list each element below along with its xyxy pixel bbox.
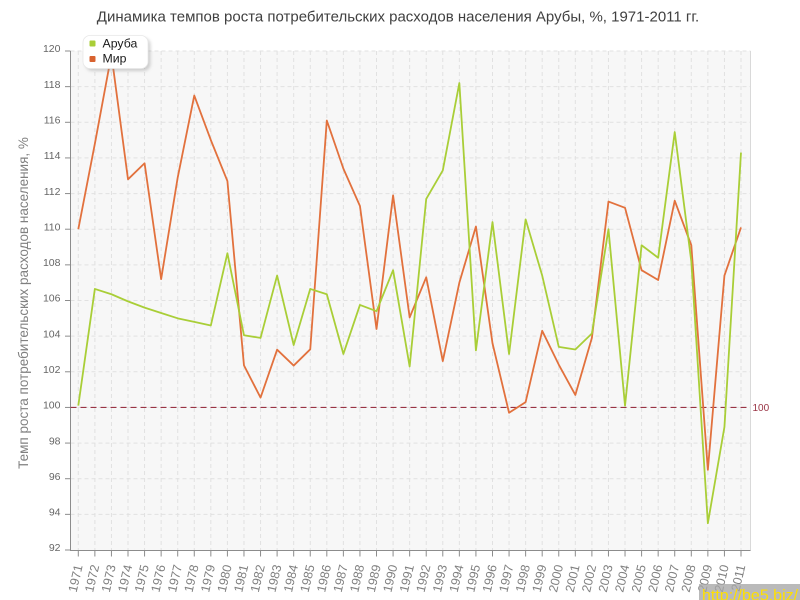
svg-text:2001: 2001	[563, 563, 583, 593]
svg-text:Динамика темпов роста потребит: Динамика темпов роста потребительских ра…	[97, 9, 699, 26]
svg-text:1989: 1989	[364, 563, 384, 593]
svg-text:2007: 2007	[662, 563, 682, 593]
svg-text:108: 108	[43, 257, 61, 269]
svg-text:1977: 1977	[165, 563, 185, 593]
svg-text:94: 94	[49, 507, 61, 519]
svg-text:1985: 1985	[298, 563, 318, 593]
svg-text:1976: 1976	[149, 563, 169, 593]
svg-text:http://be5.biz/: http://be5.biz/	[702, 587, 799, 600]
svg-text:106: 106	[43, 293, 61, 305]
svg-text:1983: 1983	[265, 563, 285, 593]
svg-text:1997: 1997	[496, 563, 516, 593]
svg-text:2004: 2004	[612, 563, 632, 593]
svg-text:2008: 2008	[679, 563, 699, 593]
svg-text:104: 104	[43, 328, 61, 340]
svg-text:1991: 1991	[397, 563, 417, 593]
svg-text:96: 96	[49, 471, 61, 483]
svg-text:1998: 1998	[513, 563, 533, 593]
svg-text:Темп роста потребительских рас: Темп роста потребительских расходов насе…	[16, 137, 31, 469]
svg-text:1982: 1982	[248, 563, 268, 593]
svg-text:102: 102	[43, 364, 61, 376]
svg-text:1995: 1995	[463, 563, 483, 593]
svg-text:100: 100	[753, 403, 770, 414]
svg-text:98: 98	[49, 435, 61, 447]
svg-text:2000: 2000	[546, 563, 566, 593]
svg-text:1984: 1984	[281, 563, 301, 593]
svg-text:118: 118	[44, 79, 61, 91]
svg-text:1999: 1999	[530, 563, 550, 593]
svg-text:2005: 2005	[629, 563, 649, 593]
svg-text:2002: 2002	[579, 563, 599, 593]
svg-text:1978: 1978	[182, 563, 202, 593]
svg-text:1996: 1996	[480, 563, 500, 593]
svg-text:1979: 1979	[198, 563, 218, 593]
svg-text:112: 112	[44, 186, 61, 198]
svg-text:1971: 1971	[66, 563, 86, 593]
svg-text:2006: 2006	[646, 563, 666, 593]
svg-text:1994: 1994	[447, 563, 467, 593]
svg-text:1981: 1981	[231, 563, 251, 593]
svg-text:92: 92	[49, 542, 61, 554]
svg-text:1980: 1980	[215, 563, 235, 593]
svg-text:1975: 1975	[132, 563, 152, 593]
svg-text:120: 120	[43, 43, 61, 55]
svg-text:1974: 1974	[115, 563, 135, 593]
svg-text:Мир: Мир	[103, 51, 127, 65]
svg-text:1992: 1992	[414, 563, 434, 593]
svg-text:110: 110	[44, 221, 61, 233]
svg-text:114: 114	[44, 150, 61, 162]
svg-text:116: 116	[44, 114, 61, 126]
svg-text:1993: 1993	[430, 563, 450, 593]
svg-text:1990: 1990	[381, 563, 401, 593]
svg-text:1988: 1988	[347, 563, 367, 593]
svg-text:1973: 1973	[99, 563, 119, 593]
svg-text:1987: 1987	[331, 563, 351, 593]
svg-text:100: 100	[43, 400, 61, 412]
svg-text:2003: 2003	[596, 563, 616, 593]
svg-text:Аруба: Аруба	[103, 36, 138, 50]
svg-text:1986: 1986	[314, 563, 334, 593]
svg-text:1972: 1972	[82, 563, 102, 593]
